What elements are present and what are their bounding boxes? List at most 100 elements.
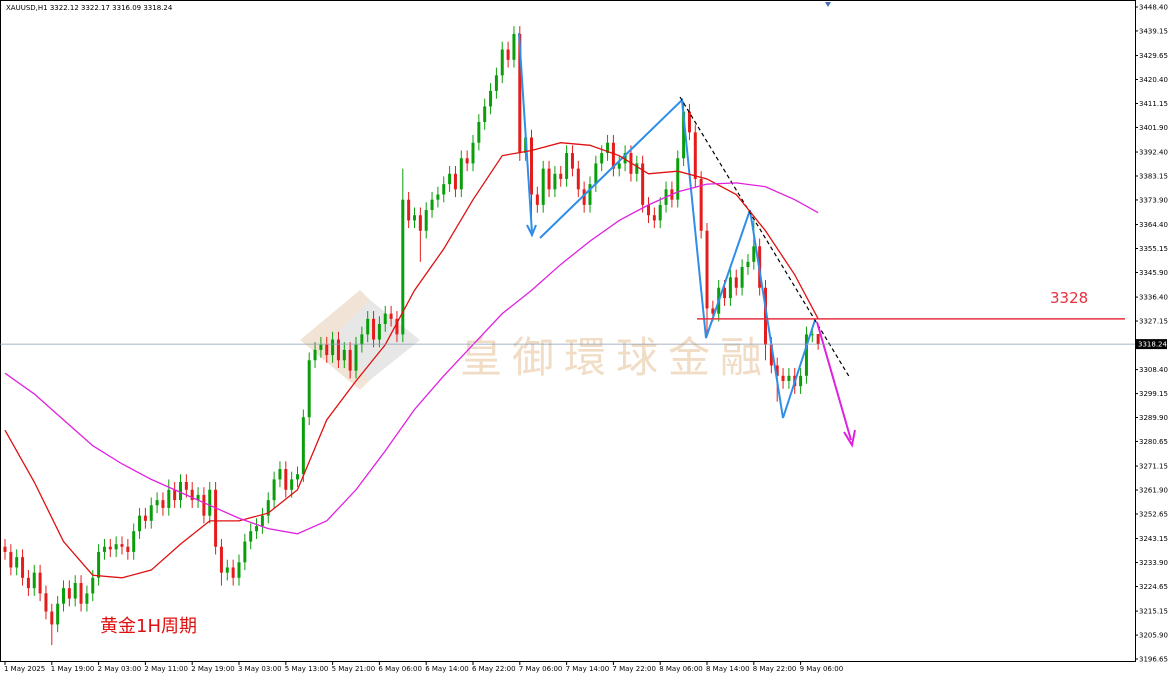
candle-body (296, 474, 299, 480)
candle-body (21, 557, 25, 578)
candle-body (132, 531, 136, 552)
level-label: 3328 (1050, 289, 1088, 307)
candle-body (173, 489, 177, 501)
x-tick-label: 7 May 06:00 (519, 665, 563, 673)
x-tick-label: 5 May 13:00 (285, 665, 329, 673)
candle-body (787, 375, 791, 381)
candle-body (453, 173, 457, 190)
candle-body (401, 199, 405, 335)
candle-body (711, 308, 715, 314)
candle-body (255, 526, 259, 532)
y-tick-label: 3252.65 (1139, 510, 1168, 518)
y-tick-label: 3373.90 (1139, 196, 1168, 204)
candle-body (231, 567, 235, 578)
y-tick-label: 3439.15 (1139, 27, 1168, 35)
y-tick-label: 3327.15 (1139, 318, 1168, 326)
candle-body (91, 577, 95, 594)
candle-body (342, 349, 346, 361)
y-tick-label: 3205.90 (1139, 632, 1168, 640)
candle-body (143, 515, 147, 521)
candle-body (389, 313, 393, 319)
candle-body (693, 132, 697, 179)
candle-body (705, 230, 709, 309)
candle-body (559, 173, 563, 179)
candle-body (155, 500, 159, 506)
candle-body (769, 344, 773, 366)
candle-body (565, 153, 569, 179)
last-price-box (1136, 339, 1167, 350)
candle-body (383, 313, 387, 325)
candle-body (372, 318, 376, 340)
candle-body (477, 121, 481, 143)
y-tick-label: 3383.15 (1139, 172, 1168, 180)
candle-body (32, 572, 36, 589)
y-tick-label: 3392.40 (1139, 149, 1168, 157)
watermark: 皇御環球金融 (460, 333, 772, 382)
candle-body (594, 163, 598, 185)
candle-body (635, 163, 639, 174)
candle-body (108, 546, 112, 550)
candle-body (62, 588, 65, 604)
y-tick-label: 3299.15 (1139, 390, 1168, 398)
x-tick-label: 1 May 2025 (4, 665, 45, 673)
candle-body (576, 168, 580, 190)
candle-body (26, 577, 30, 589)
candle-body (126, 546, 130, 552)
candle-body (114, 544, 118, 550)
candle-body (325, 344, 329, 356)
x-tick-label: 2 May 19:00 (191, 665, 235, 673)
header: XAUUSD,H1 3322.12 3322.17 3316.09 3318.2… (6, 4, 173, 12)
scroll-marker (825, 2, 831, 7)
candle-body (149, 505, 153, 521)
projection-arrow (816, 321, 852, 441)
candle-body (728, 277, 732, 299)
candle-body (38, 572, 42, 594)
candle-body (243, 541, 247, 563)
candle-body (500, 49, 504, 76)
candle-body (652, 215, 656, 221)
candle-body (85, 593, 89, 604)
candle-body (647, 204, 650, 216)
note: 黄金1H周期 (100, 616, 197, 637)
x-tick-label: 2 May 11:00 (144, 665, 188, 673)
y-tick-label: 3429.65 (1139, 52, 1168, 60)
y-tick-label: 3355.15 (1139, 245, 1168, 253)
candle-body (331, 339, 335, 356)
candle-body (723, 287, 727, 299)
candle-body (395, 318, 399, 335)
y-tick-label: 3233.90 (1139, 559, 1168, 567)
candle-body (442, 184, 446, 195)
x-tick-label: 7 May 22:00 (612, 665, 656, 673)
candle-body (79, 583, 83, 604)
candle-body (249, 531, 253, 542)
candle-body (641, 163, 645, 205)
candle-body (553, 173, 557, 190)
pattern-line (539, 97, 816, 419)
candle-body (483, 106, 487, 122)
candle-body (237, 562, 241, 578)
x-tick-label: 7 May 14:00 (566, 665, 610, 673)
y-tick-label: 3308.40 (1139, 366, 1168, 374)
x-tick-label: 6 May 06:00 (378, 665, 422, 673)
y-tick-label: 3364.40 (1139, 221, 1168, 229)
candle-body (623, 153, 627, 164)
candle-body (436, 194, 440, 200)
candle-body (687, 111, 691, 133)
candle-body (682, 111, 686, 159)
x-tick-label: 5 May 21:00 (332, 665, 376, 673)
candle-body (494, 75, 498, 91)
candle-body (489, 90, 493, 107)
candle-body (606, 142, 610, 154)
last-price-label: 3318.24 (1138, 341, 1167, 349)
candle-body (764, 287, 767, 345)
candle-body (138, 515, 142, 532)
moving-average (4, 182, 819, 535)
candle-body (290, 479, 294, 490)
y-tick-label: 3289.90 (1139, 414, 1168, 422)
y-tick-label: 3224.65 (1139, 583, 1168, 591)
candle-body (617, 163, 621, 169)
candle-body (225, 567, 229, 573)
candle-body (167, 489, 171, 508)
candle-body (781, 375, 785, 381)
y-tick-label: 3196.65 (1139, 656, 1168, 664)
